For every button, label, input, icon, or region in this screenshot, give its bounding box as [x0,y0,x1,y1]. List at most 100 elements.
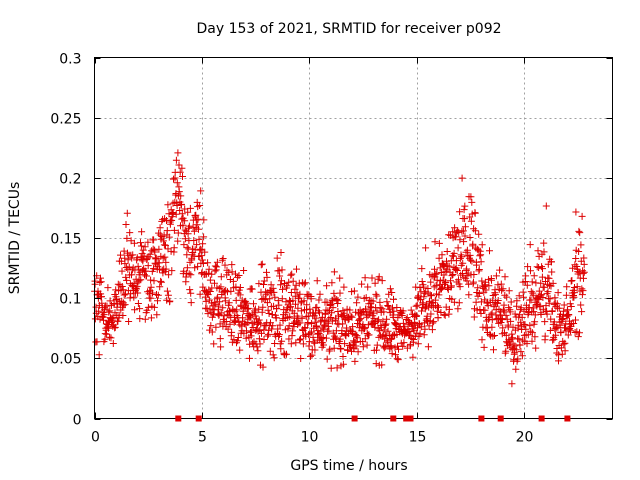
data-point [132,284,140,292]
data-point [388,289,396,296]
data-point [301,279,309,287]
data-point [169,209,177,216]
data-point [451,224,459,232]
data-point [548,258,555,266]
data-point [555,357,562,365]
data-point [185,270,193,278]
x-tick-label: 15 [409,430,427,446]
data-point [155,259,163,267]
data-point [413,301,421,309]
data-point [187,271,195,279]
data-point [227,287,235,295]
data-point [215,285,223,292]
data-point [327,364,335,372]
data-point [236,321,244,329]
data-point [580,254,588,262]
data-point [231,308,239,316]
data-point [147,283,155,291]
data-point [450,249,458,257]
data-point [307,295,315,303]
data-point [517,348,525,356]
data-point [283,282,291,290]
data-point [388,350,396,358]
data-point [353,334,361,342]
data-point [136,315,144,323]
data-point [135,277,143,285]
data-point [477,258,485,266]
data-point [255,335,263,343]
data-point [175,188,183,196]
data-point [580,268,588,276]
data-point [488,323,496,331]
data-point [526,241,534,249]
data-point [460,206,468,214]
ticks-layer: 0 0.05 0.1 0.15 0.2 0.25 0.3 0 5 10 15 20 [50,52,613,446]
data-point [361,323,369,331]
data-point [269,284,277,292]
data-point [323,355,331,363]
data-point [131,306,139,314]
data-point [521,321,529,329]
data-point [376,304,384,312]
data-point [258,329,265,337]
data-point [288,270,296,278]
data-point [177,192,185,200]
data-point [104,284,112,292]
data-point [260,326,268,334]
data-point [276,272,284,280]
data-point [298,314,306,322]
data-point [387,342,395,350]
data-point [191,264,199,272]
data-point [125,318,133,325]
data-point [308,320,316,327]
data-point [287,340,295,348]
data-point [327,314,335,321]
data-point [287,271,295,279]
data-point [299,340,307,348]
data-point [414,340,422,348]
data-point [150,236,158,244]
data-point [338,327,346,335]
data-point [126,229,134,237]
data-point [232,296,240,304]
data-point [569,264,577,272]
data-point [290,323,298,331]
data-point [156,283,164,291]
data-point [256,340,264,348]
data-point [319,324,327,332]
data-point [236,346,244,354]
data-point [174,149,182,157]
data-point [535,296,543,304]
data-point [156,224,164,232]
data-point [530,272,538,280]
data-point [170,175,177,183]
data-point [564,331,572,339]
data-point [470,278,477,286]
data-point [527,288,535,296]
data-point [442,268,450,276]
data-point [141,243,149,251]
data-point [196,290,204,298]
data-point [434,314,442,322]
data-point [159,237,167,245]
data-point [453,267,461,274]
data-point [260,277,268,285]
data-point [174,237,182,245]
data-point [373,292,381,300]
baseline-marker [538,415,545,422]
data-point [465,291,473,299]
data-point [267,281,275,289]
data-point [274,325,282,333]
data-point [481,306,489,314]
data-point [182,273,190,281]
data-point [275,331,283,339]
data-point [341,340,349,348]
data-point [329,304,337,312]
data-point [500,308,508,316]
data-point [186,286,194,294]
data-point [418,265,426,273]
data-point [190,237,198,244]
data-point [199,260,207,267]
data-point [181,217,189,225]
data-point [217,283,225,291]
